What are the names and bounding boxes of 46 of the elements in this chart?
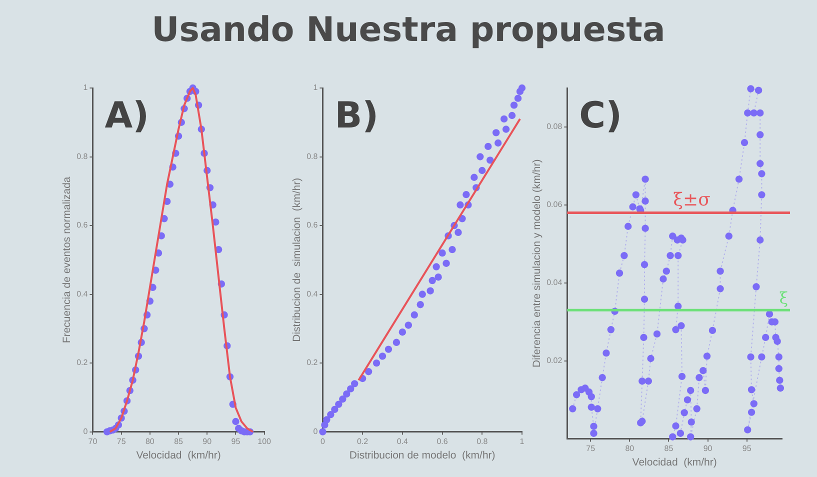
x-tick-label: 0.4 bbox=[396, 436, 409, 446]
y-tick-label: 0.2 bbox=[76, 358, 88, 368]
y-tick-label: 0.6 bbox=[306, 220, 318, 230]
x-tick-label: 80 bbox=[145, 436, 155, 446]
x-tick-label: 90 bbox=[703, 444, 713, 453]
y-tick-label: 0 bbox=[83, 427, 88, 436]
y-tick-label: 0.02 bbox=[546, 356, 563, 366]
y-tick-label: 0.04 bbox=[546, 278, 563, 288]
y-tick-label: 0.6 bbox=[76, 220, 88, 230]
y-tick-label: 1 bbox=[313, 83, 318, 92]
annotation: B) bbox=[334, 95, 379, 136]
y-tick-label: 0.2 bbox=[306, 358, 318, 368]
x-tick-label: 95 bbox=[742, 444, 752, 453]
y-tick-label: 0.4 bbox=[306, 289, 318, 298]
x-tick-label: 0.6 bbox=[436, 436, 448, 446]
x-tick-label: 85 bbox=[174, 436, 184, 446]
x-tick-label: 0.8 bbox=[476, 436, 488, 446]
y-tick-label: 1 bbox=[83, 83, 88, 92]
y-axis-title: Distribucion de simulacion (km/hr) bbox=[291, 178, 304, 342]
x-axis-title: Distribucion de modelo (km/hr) bbox=[349, 450, 496, 462]
x-tick-label: 75 bbox=[586, 444, 596, 453]
y-tick-label: 0.8 bbox=[76, 152, 88, 161]
y-tick-label: 0.06 bbox=[546, 200, 563, 210]
x-axis-title: Velocidad (km/hr) bbox=[136, 450, 221, 462]
y-tick-label: 0 bbox=[313, 427, 318, 436]
y-tick-label: 0.08 bbox=[546, 122, 563, 132]
y-tick-label: 0.4 bbox=[76, 289, 88, 298]
y-axis-title: Frecuencia de eventos normalizada bbox=[61, 176, 74, 344]
y-tick-label: 0.8 bbox=[306, 152, 318, 161]
x-tick-label: 85 bbox=[664, 444, 674, 453]
ref-line-label: ξ bbox=[779, 288, 788, 308]
x-tick-label: 80 bbox=[625, 444, 635, 453]
x-tick-label: 0.2 bbox=[357, 436, 369, 446]
x-axis-title: Velocidad (km/hr) bbox=[632, 456, 717, 469]
annotation: C) bbox=[579, 95, 622, 136]
y-axis-title: Diferencia entre simulacion y modelo (km/hr) bbox=[531, 159, 544, 368]
annotation: A) bbox=[104, 95, 150, 136]
x-tick-label: 95 bbox=[231, 436, 241, 446]
x-tick-label: 0 bbox=[320, 436, 326, 446]
x-tick-label: 100 bbox=[258, 436, 272, 446]
x-tick-label: 1 bbox=[520, 436, 525, 446]
x-tick-label: 70 bbox=[88, 436, 98, 446]
x-tick-label: 90 bbox=[202, 436, 212, 446]
x-tick-label: 75 bbox=[116, 436, 126, 446]
ref-line-label: ξ±σ bbox=[673, 189, 710, 210]
text: Usando Nuestra propuesta bbox=[150, 10, 666, 50]
